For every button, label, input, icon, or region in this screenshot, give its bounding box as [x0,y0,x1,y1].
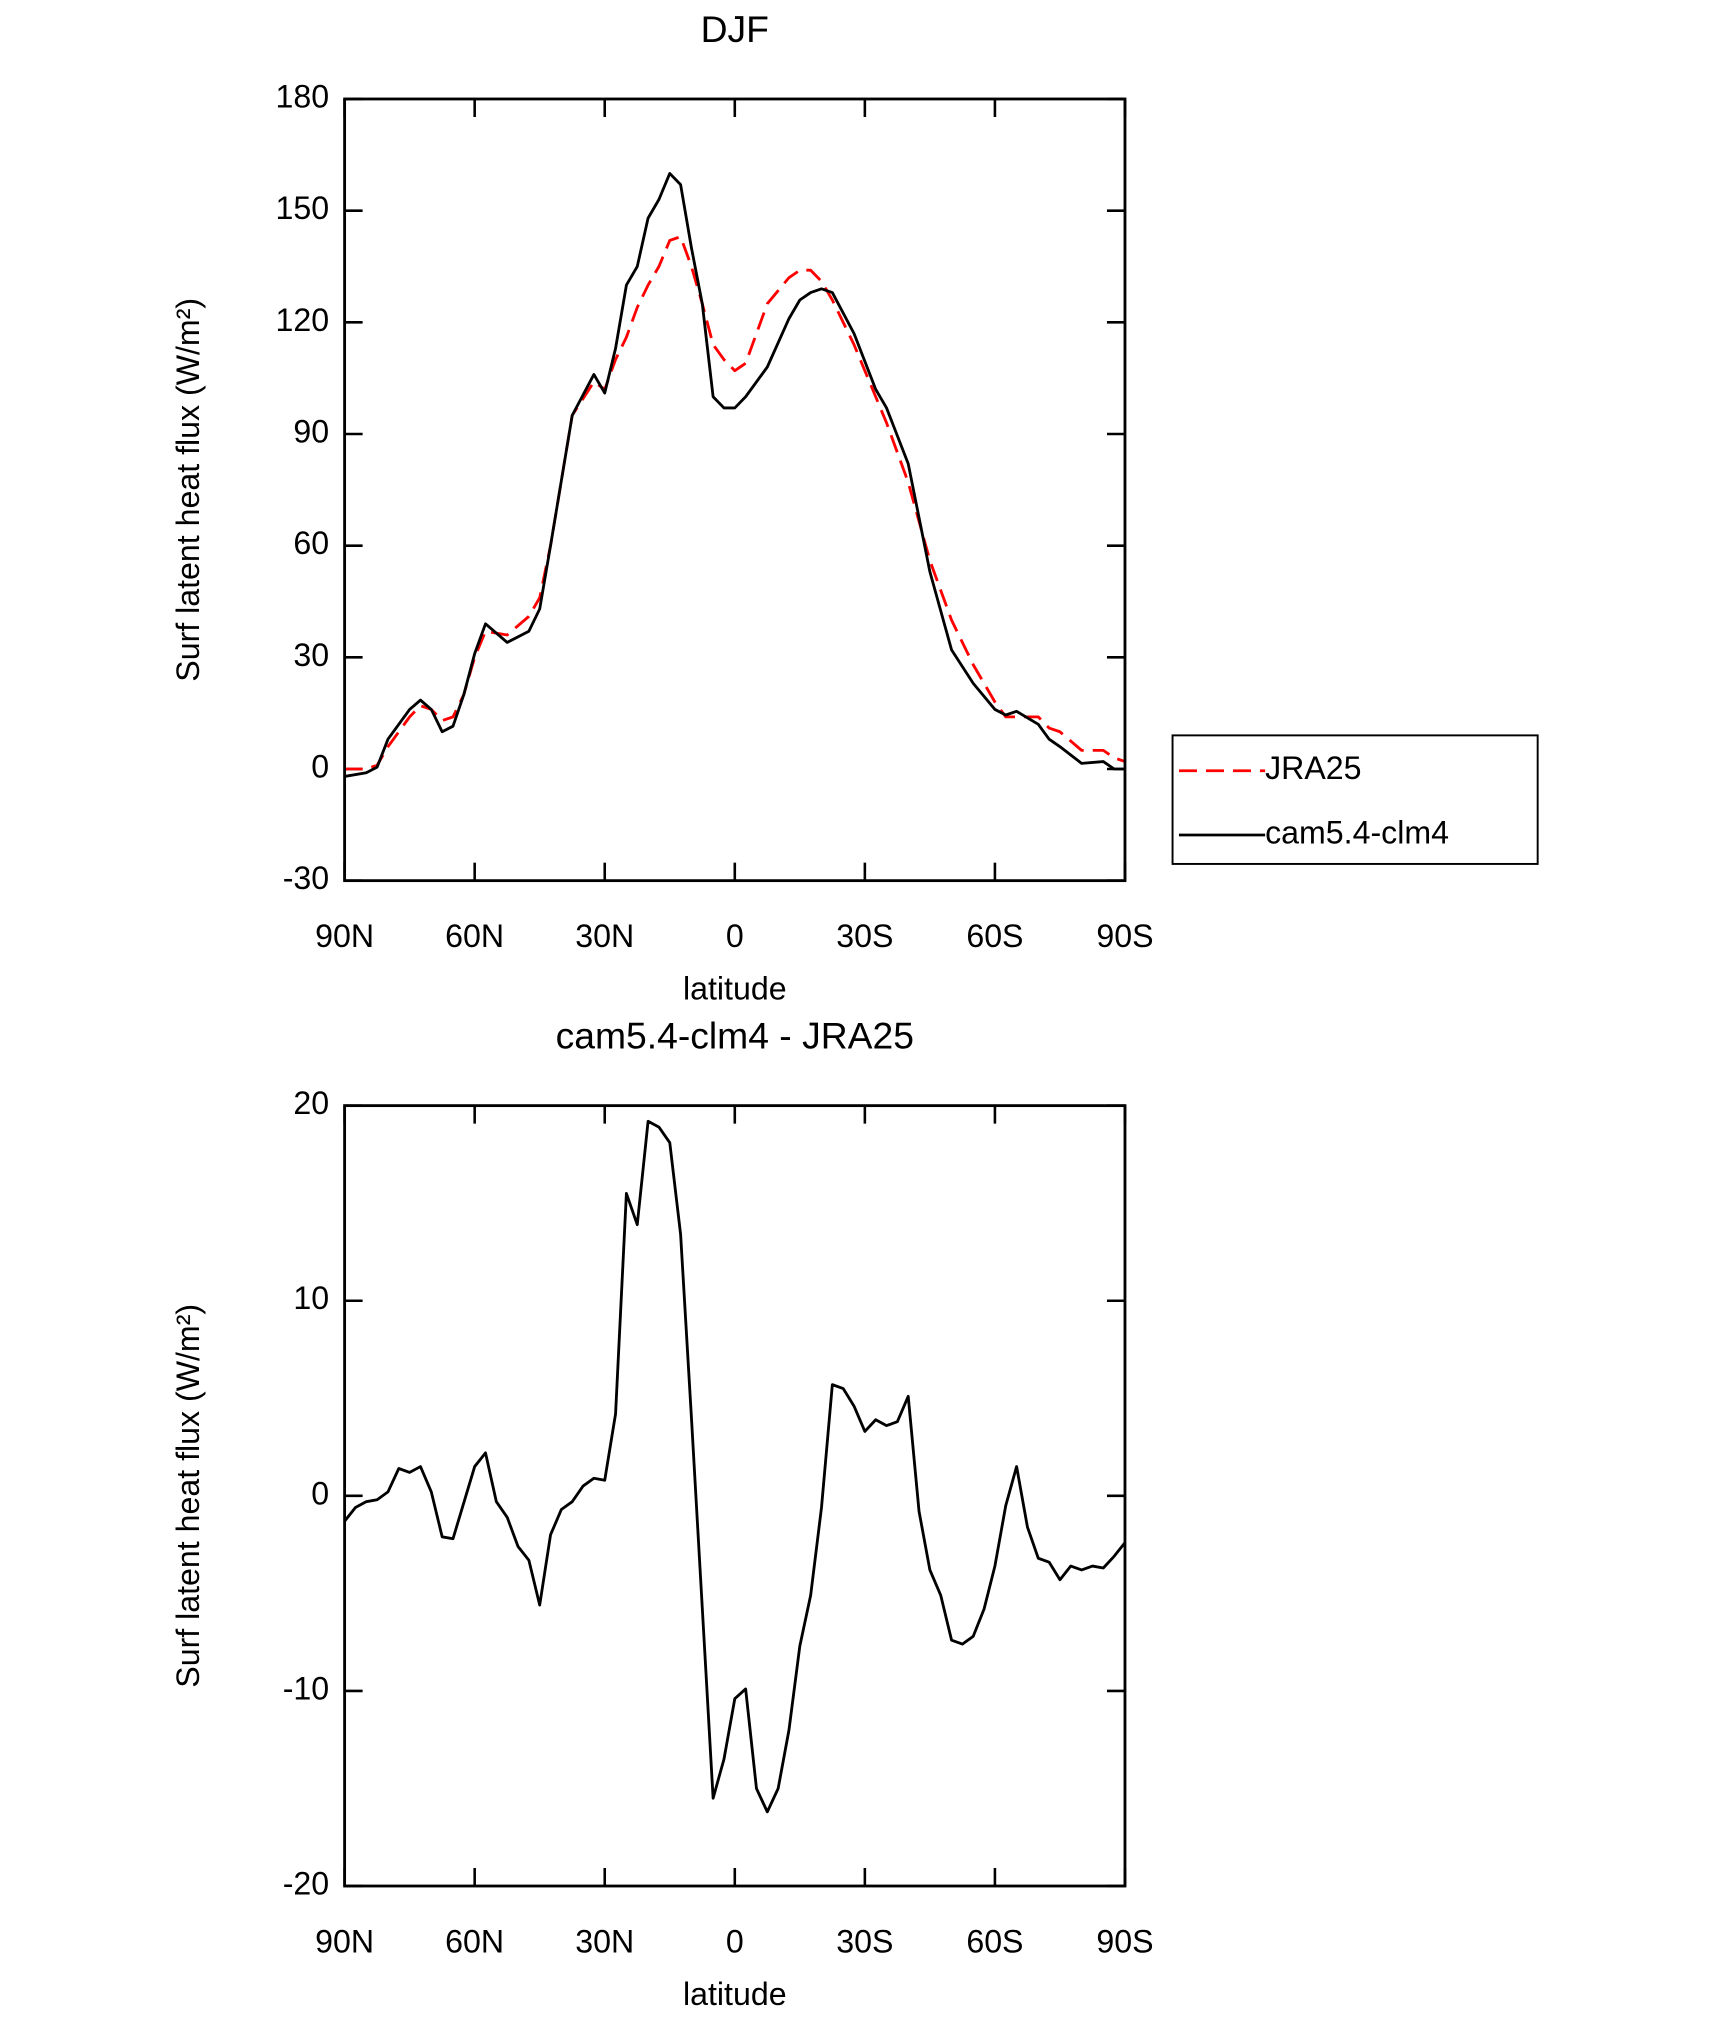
chart-title: cam5.4-clm4 - JRA25 [556,1015,914,1057]
data-line [344,172,1125,778]
x-tick-label: 30S [836,1923,893,1959]
x-tick-label: 60N [445,1923,504,1959]
plot-frame [343,97,1127,883]
x-tick-label: 90S [1096,1923,1153,1959]
plot-frame [343,1104,1127,1888]
y-tick-label: 30 [293,637,329,673]
chart-title: DJF [701,8,769,50]
y-axis-label: Surf latent heat flux (W/m²) [170,1304,206,1688]
y-tick-label: 0 [311,748,329,784]
y-tick-label: 90 [293,413,329,449]
x-tick-label: 30S [836,918,893,954]
x-tick-label: 0 [726,918,744,954]
x-axis-label: latitude [683,1976,787,2012]
y-tick-label: 60 [293,525,329,561]
x-tick-label: 30N [575,918,634,954]
y-tick-label: 120 [276,302,330,338]
data-line [344,235,1126,771]
data-line [343,1119,1127,1814]
legend-label: cam5.4-clm4 [1265,814,1449,850]
x-tick-label: 90N [315,1923,374,1959]
y-tick-label: 150 [276,190,330,226]
legend-label: JRA25 [1265,750,1361,786]
x-tick-label: 90S [1096,918,1153,954]
y-tick-label: -30 [283,860,329,896]
x-axis-label: latitude [683,971,787,1007]
x-tick-label: 60S [966,918,1023,954]
x-tick-label: 30N [575,1923,634,1959]
x-tick-label: 90N [315,918,374,954]
y-tick-label: 10 [293,1280,329,1316]
y-tick-label: 0 [311,1475,329,1511]
legend-box [1171,734,1539,865]
x-tick-label: 0 [726,1923,744,1959]
y-tick-label: 20 [293,1085,329,1121]
x-tick-label: 60S [966,1923,1023,1959]
y-tick-label: -20 [283,1865,329,1901]
y-axis-label: Surf latent heat flux (W/m²) [170,298,206,682]
y-tick-label: -10 [283,1670,329,1706]
y-tick-label: 180 [276,78,330,114]
x-tick-label: 60N [445,918,504,954]
